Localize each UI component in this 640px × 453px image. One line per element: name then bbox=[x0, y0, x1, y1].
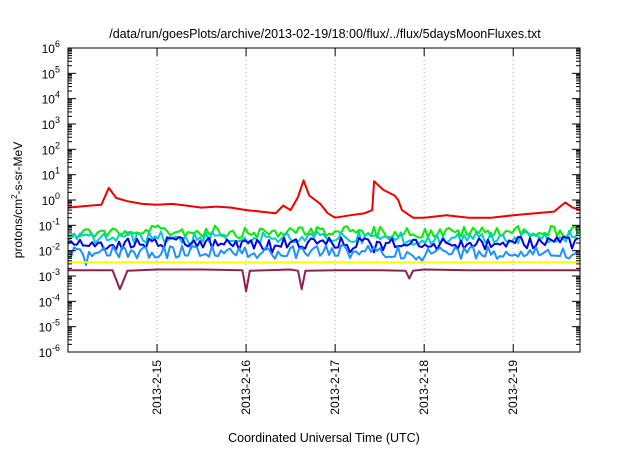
y-tick-label: 10-5 bbox=[39, 318, 60, 335]
y-axis-label: protons/cm2-s-sr-MeV bbox=[10, 142, 25, 258]
y-tick-label: 10-6 bbox=[39, 343, 60, 360]
grid bbox=[157, 48, 513, 352]
x-tick-label: 2013-2-18 bbox=[417, 360, 431, 415]
x-tick-label: 2013-2-15 bbox=[150, 360, 164, 415]
y-axis-label-rest: -s-sr-MeV bbox=[11, 142, 25, 195]
y-tick-label: 104 bbox=[42, 90, 60, 107]
y-tick-label: 102 bbox=[42, 140, 60, 157]
x-tick-label: 2013-2-17 bbox=[328, 360, 342, 415]
y-tick-label: 10-2 bbox=[39, 242, 60, 259]
x-tick-label: 2013-2-16 bbox=[239, 360, 253, 415]
y-tick-label: 105 bbox=[42, 64, 60, 81]
y-tick-label: 101 bbox=[42, 166, 60, 183]
series-line-7 bbox=[68, 270, 580, 292]
x-tick-label: 2013-2-19 bbox=[506, 360, 520, 415]
axis-ticks: 10-6 10-5 10-4 10-3 10-2 10-1 100 101 102 103 104 1… bbox=[39, 39, 580, 415]
y-tick-label: 10-4 bbox=[39, 292, 60, 309]
series-lines bbox=[68, 180, 580, 291]
chart-title: /data/run/goesPlots/archive/2013-02-19/1… bbox=[109, 27, 541, 41]
y-tick-label: 100 bbox=[42, 191, 60, 208]
y-tick-label: 10-3 bbox=[39, 267, 60, 284]
series-line-1 bbox=[68, 180, 580, 217]
y-tick-label: 103 bbox=[42, 115, 60, 132]
y-tick-label: 106 bbox=[42, 39, 60, 56]
y-tick-label: 10-1 bbox=[39, 216, 60, 233]
plot-frame bbox=[68, 48, 580, 352]
x-axis-label: Coordinated Universal Time (UTC) bbox=[228, 431, 420, 445]
y-axis-label-base: protons/cm bbox=[11, 199, 25, 258]
